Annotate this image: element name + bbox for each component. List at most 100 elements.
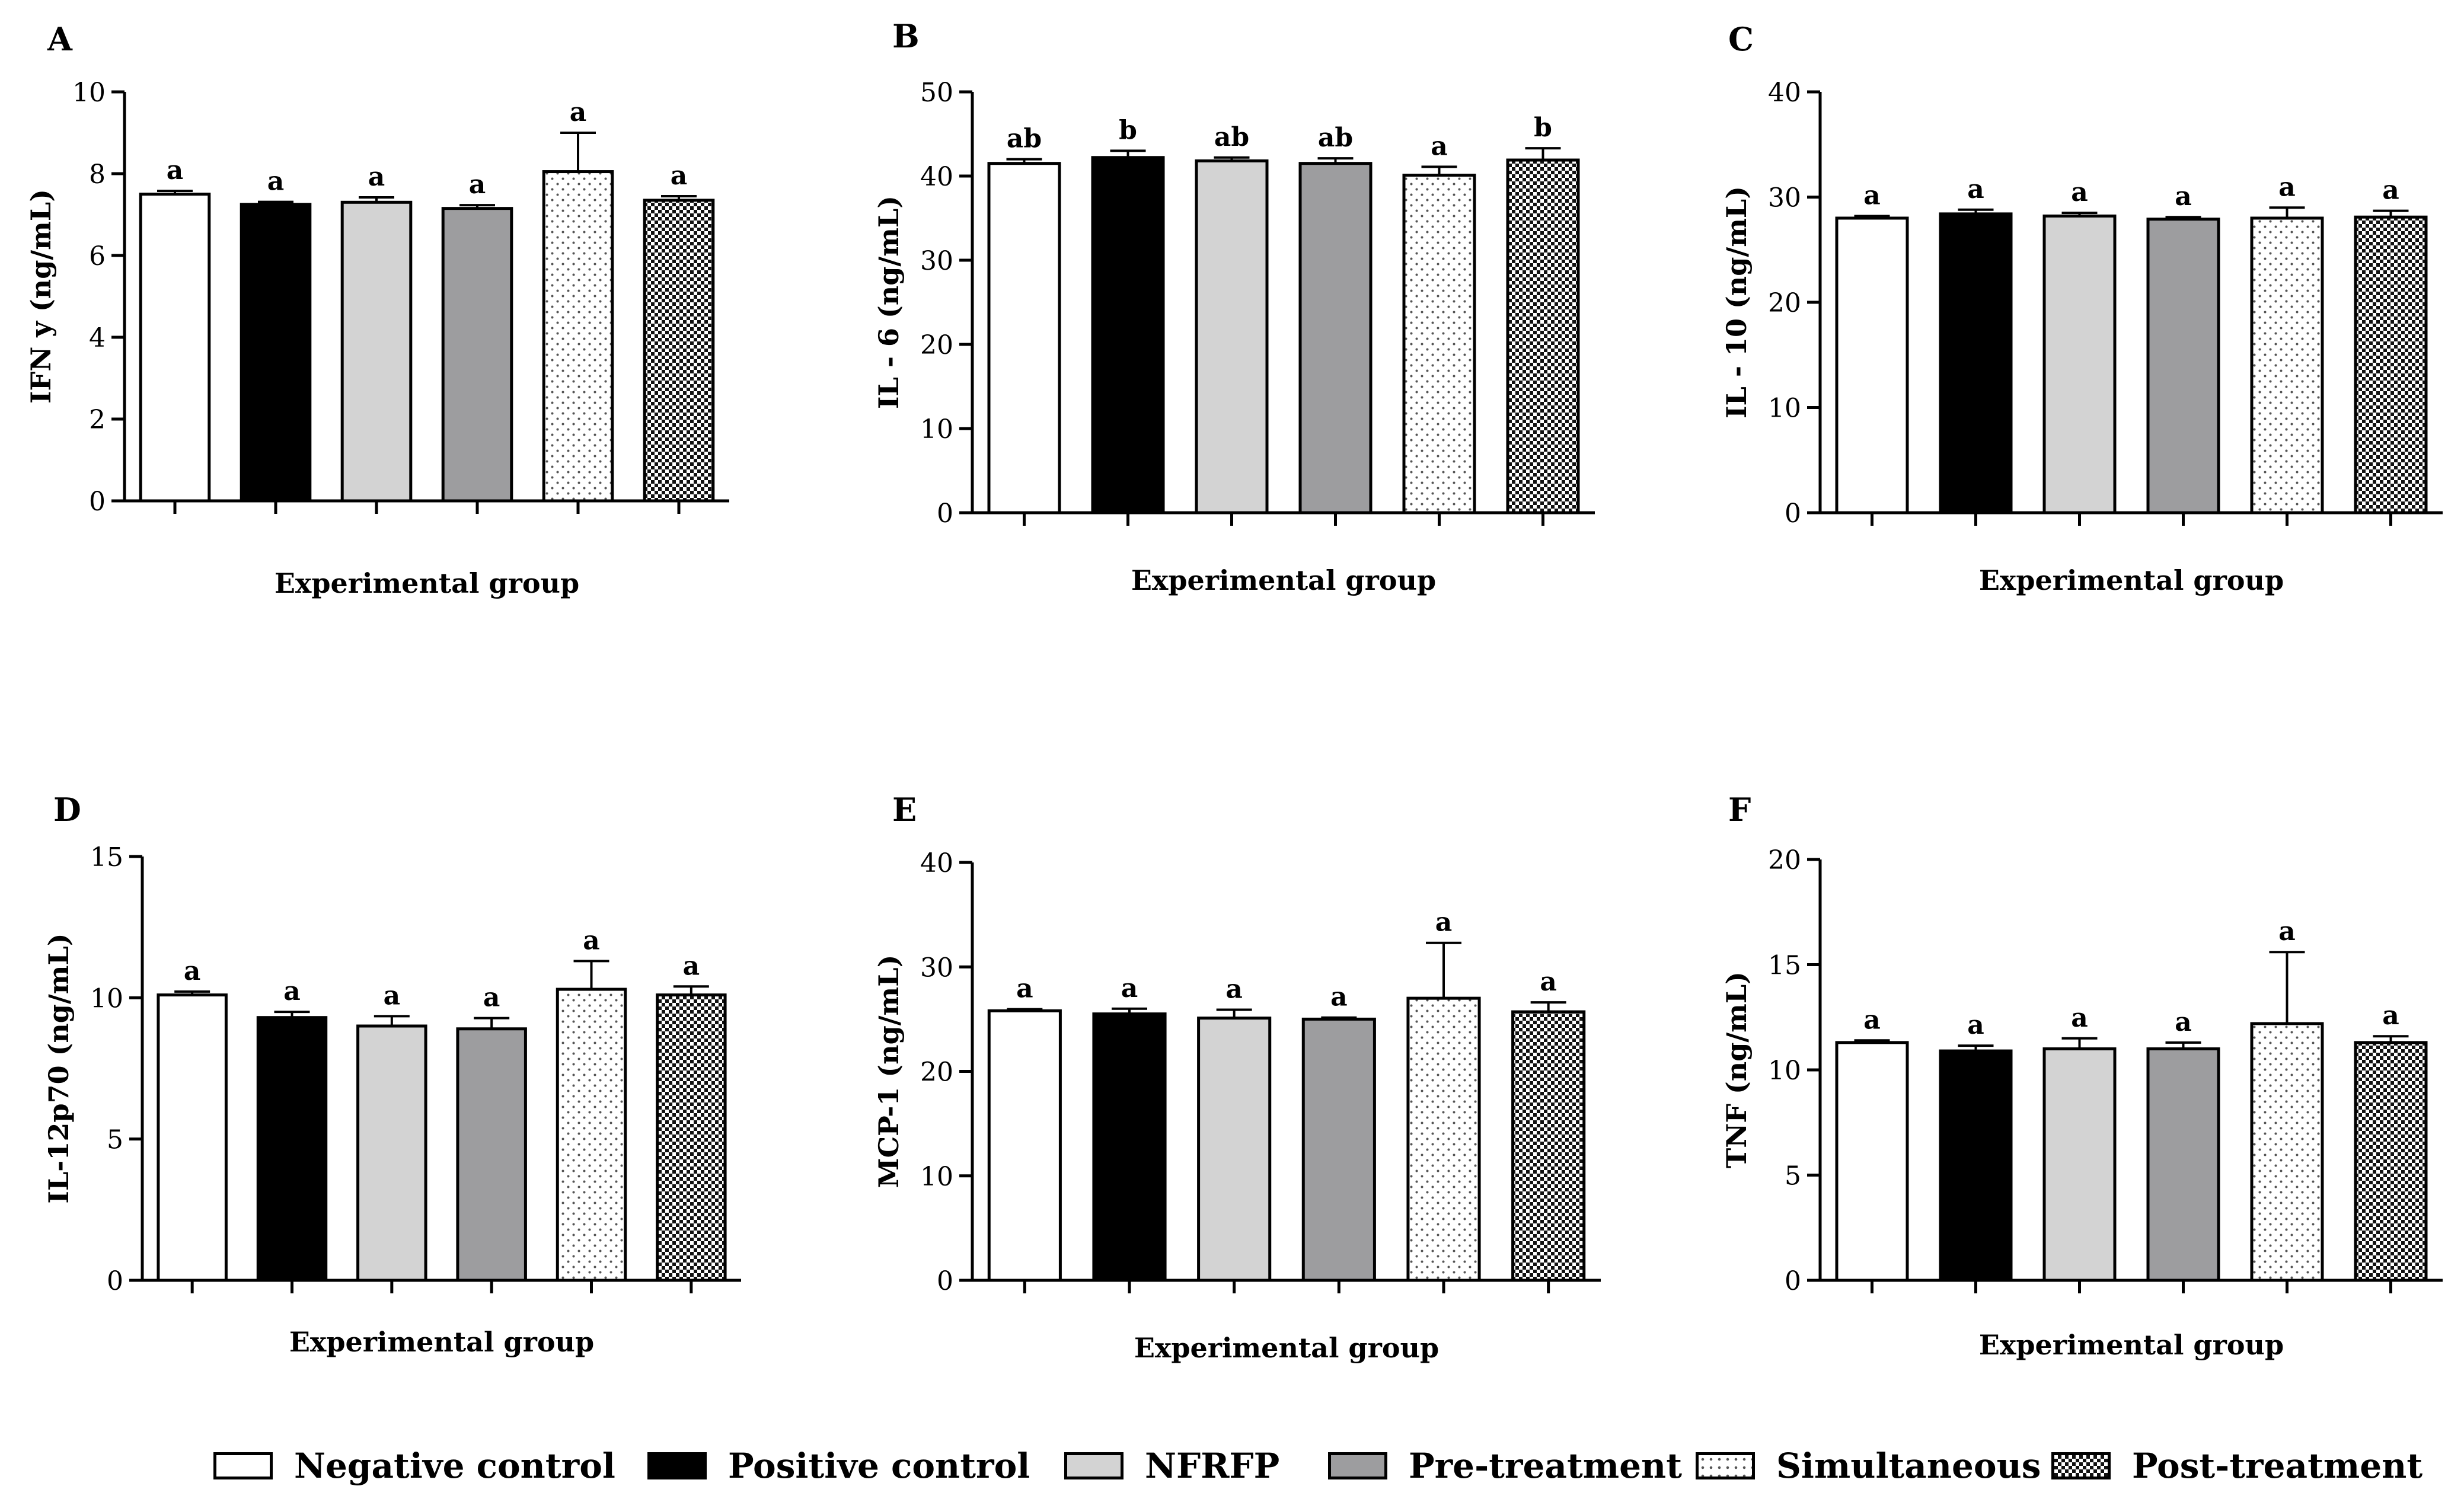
bar-simultaneous [1406,996,1481,1282]
legend-label: Post-treatment [2132,1446,2423,1486]
x-axis-title: Experimental group [1131,564,1436,596]
bar-positive-control [1939,1049,2013,1282]
significance-letter: a [2175,181,2192,212]
panel-letter: D [53,791,81,829]
y-tick-label: 10 [920,1162,953,1192]
significance-letter: a [583,925,600,955]
y-tick-label: 0 [107,1266,123,1296]
chart-panel-b: B 0 10 20 30 40 50 IL - 6 (ng/mL) Experimental g… [873,17,1595,596]
y-axis-title: IFN y (ng/mL) [25,189,57,404]
legend-item-simultaneous: Simultaneous [1696,1439,2041,1493]
error-bar [573,960,609,990]
bar-post-treatment [2354,1041,2428,1282]
significance-letter: b [1119,115,1137,145]
bar-simultaneous [556,988,627,1282]
significance-letter: a [1863,1005,1881,1035]
bar-nfrfp [1195,159,1269,514]
legend-swatch-post-treatment [2051,1452,2111,1479]
chart-panel-e: E 0 10 20 30 40 MCP-1 (ng/mL) Experimental grou… [873,791,1601,1364]
y-tick-label: 0 [1785,498,1801,529]
legend-label: Positive control [728,1446,1030,1486]
y-tick-label: 10 [1768,394,1801,424]
bar-positive-control [256,1016,328,1282]
y-tick-label: 10 [920,414,953,445]
y-tick-label: 30 [920,953,953,983]
significance-letter: a [1967,174,1984,204]
bar-simultaneous [2250,216,2324,514]
y-tick-label: 6 [89,241,106,271]
significance-letter: a [1121,973,1138,1004]
x-axis-title: Experimental group [1979,1329,2284,1361]
significance-letter: a [1967,1010,1984,1040]
y-tick-label: 5 [1785,1161,1801,1191]
significance-letter: a [1540,967,1557,997]
bar-post-treatment [1511,1010,1586,1282]
bar-nfrfp [340,200,413,503]
legend-item-pre-treatment: Pre-treatment [1328,1439,1682,1493]
significance-letter: a [384,980,401,1011]
bar-negative-control [1835,1041,1909,1282]
significance-letter: b [1534,113,1552,143]
y-tick-label: 2 [89,405,106,435]
y-tick-label: 10 [1768,1056,1801,1086]
y-tick-label: 40 [1768,78,1801,108]
y-tick-label: 8 [89,159,106,190]
bar-negative-control [139,193,211,503]
significance-letter: a [167,155,184,186]
error-bar [2269,206,2305,218]
bar-pre-treatment [1298,162,1373,514]
y-tick-label: 20 [920,1057,953,1088]
y-tick-label: 0 [937,1266,953,1296]
error-bar [1426,941,1461,999]
y-tick-label: 15 [1768,951,1801,981]
x-axis-title: Experimental group [1134,1332,1439,1364]
legend-label: Simultaneous [1776,1446,2041,1486]
bar-simultaneous [542,170,614,503]
significance-letter: ab [1318,123,1353,153]
bar-pre-treatment [456,1027,527,1282]
x-axis-title: Experimental group [289,1326,594,1358]
bar-post-treatment [2354,215,2428,514]
y-tick-label: 50 [920,78,953,108]
legend-label: NFRFP [1145,1446,1280,1486]
error-bar [1525,147,1561,161]
significance-letter: a [1435,907,1453,938]
panel-letter: F [1728,791,1751,829]
legend-item-nfrfp: NFRFP [1064,1439,1279,1493]
y-tick-label: 30 [920,246,953,276]
bar-nfrfp [2042,214,2117,514]
y-tick-label: 20 [920,330,953,360]
x-axis-title: Experimental group [1979,564,2284,596]
bar-positive-control [1939,212,2013,514]
legend-label: Negative control [294,1446,615,1486]
panel-letter: B [892,17,920,55]
significance-letter: a [2071,177,2088,207]
bar-pre-treatment [2146,218,2220,514]
significance-letter: a [1016,974,1033,1004]
legend-swatch-negative-control [213,1452,273,1479]
y-tick-label: 0 [937,498,953,529]
bar-negative-control [987,1009,1062,1282]
y-tick-label: 10 [72,78,106,108]
significance-letter: a [570,97,587,127]
bar-pre-treatment [2146,1047,2220,1282]
significance-letter: a [1330,982,1348,1012]
panel-letter: E [892,791,917,829]
significance-letter: a [2278,916,2296,947]
bar-nfrfp [2042,1047,2117,1282]
y-tick-label: 10 [90,983,123,1014]
legend-item-negative-control: Negative control [213,1439,615,1493]
x-axis-title: Experimental group [275,567,579,599]
bar-negative-control [987,162,1061,514]
y-tick-label: 40 [920,162,953,192]
legend: Negative control Positive control NFRFP … [213,1439,2422,1493]
legend-item-post-treatment: Post-treatment [2051,1439,2422,1493]
y-axis-title: MCP-1 (ng/mL) [873,955,905,1188]
y-tick-label: 0 [1785,1266,1801,1296]
bar-positive-control [1092,1012,1167,1282]
significance-letter: a [469,170,486,200]
significance-letter: a [2382,1001,2399,1031]
panel-letter: A [47,20,73,58]
y-tick-label: 5 [107,1125,123,1155]
